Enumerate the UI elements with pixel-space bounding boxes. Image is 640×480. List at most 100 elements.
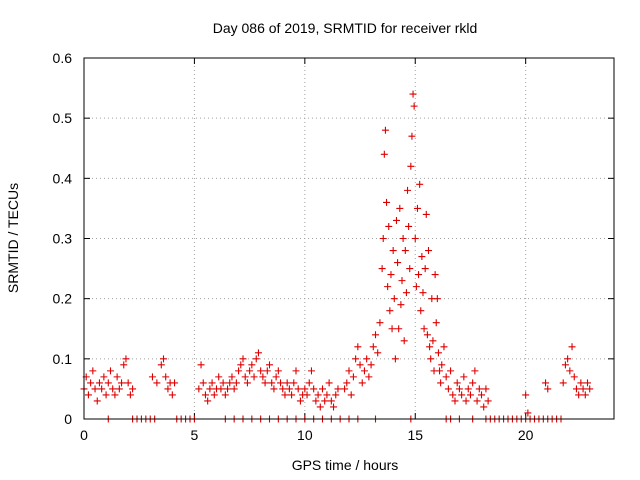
data-point — [365, 373, 373, 381]
data-point — [410, 102, 418, 110]
data-point — [257, 367, 265, 375]
data-point — [310, 385, 318, 393]
data-point — [374, 349, 382, 357]
data-point — [305, 379, 313, 387]
data-point — [303, 391, 311, 399]
data-point — [343, 379, 351, 387]
data-point — [577, 379, 585, 387]
data-point — [334, 385, 342, 393]
data-point — [581, 391, 589, 399]
data-point — [455, 385, 463, 393]
data-point — [261, 379, 269, 387]
chart-title: Day 086 of 2019, SRMTID for receiver rkl… — [213, 20, 478, 36]
data-point — [406, 265, 414, 273]
axis-ticks: 0 5 10 15 20 0 0.1 0.2 0.3 0.4 0.5 0.6 — [53, 50, 614, 443]
data-point — [409, 90, 417, 98]
data-point — [561, 361, 569, 369]
data-point — [124, 379, 132, 387]
plot-frame — [83, 57, 615, 420]
data-point — [254, 349, 262, 357]
data-point — [164, 385, 172, 393]
data-point — [369, 343, 377, 351]
data-point — [417, 307, 425, 315]
data-point — [469, 379, 477, 387]
data-point — [423, 331, 431, 339]
data-point — [458, 391, 466, 399]
data-point — [268, 379, 276, 387]
data-point — [129, 385, 137, 393]
x-tick-label: 0 — [80, 427, 88, 443]
data-point — [160, 355, 167, 363]
data-point — [464, 385, 472, 393]
data-point — [323, 391, 331, 399]
data-point — [422, 210, 430, 218]
data-point — [524, 409, 532, 417]
y-tick-label: 0 — [64, 411, 72, 427]
data-point — [285, 385, 293, 393]
data-point — [400, 337, 408, 345]
data-point — [404, 186, 412, 194]
data-point — [327, 397, 335, 405]
data-point — [425, 247, 432, 255]
data-point — [363, 355, 371, 363]
data-point — [522, 391, 530, 399]
data-point — [416, 180, 424, 188]
data-point — [542, 379, 550, 387]
data-point — [396, 204, 404, 212]
data-point — [584, 379, 591, 387]
data-point — [586, 385, 594, 393]
data-point — [204, 397, 212, 405]
data-point — [115, 385, 123, 393]
data-point — [98, 385, 106, 393]
data-point — [171, 379, 179, 387]
data-point — [372, 331, 379, 339]
data-point — [316, 403, 324, 411]
data-point — [153, 379, 161, 387]
data-point — [250, 373, 258, 381]
data-point — [564, 355, 572, 363]
data-point — [438, 361, 446, 369]
data-point — [104, 379, 112, 387]
data-point — [429, 337, 437, 345]
data-point — [559, 379, 567, 387]
data-point — [272, 373, 280, 381]
data-point — [100, 373, 108, 381]
data-point — [570, 373, 578, 381]
data-point — [319, 385, 326, 393]
data-point — [447, 367, 455, 375]
data-point — [237, 361, 245, 369]
y-axis-label: SRMTID / TECUs — [5, 183, 21, 293]
data-point — [392, 216, 400, 224]
data-point — [325, 379, 333, 387]
x-tick-label: 10 — [297, 427, 313, 443]
data-point — [411, 235, 419, 242]
data-point — [389, 247, 397, 255]
data-point — [408, 132, 416, 140]
data-point — [466, 391, 474, 399]
data-point — [224, 385, 232, 393]
data-point — [252, 355, 260, 363]
data-point — [168, 391, 176, 399]
data-point — [248, 361, 256, 369]
data-point — [307, 367, 315, 375]
data-point — [270, 385, 278, 393]
data-point — [419, 289, 427, 297]
data-point — [405, 222, 413, 230]
data-point — [544, 385, 552, 393]
data-point — [390, 295, 398, 303]
data-point — [385, 222, 393, 230]
data-point — [148, 373, 156, 381]
data-point — [241, 373, 249, 381]
data-point — [122, 355, 130, 363]
data-point — [376, 319, 384, 327]
data-point — [388, 325, 396, 333]
data-point — [471, 367, 479, 375]
data-points — [80, 90, 594, 423]
data-point — [440, 343, 448, 351]
data-point — [399, 235, 407, 242]
data-point — [420, 325, 428, 333]
data-point — [433, 295, 441, 303]
data-point — [444, 385, 452, 393]
data-point — [451, 397, 459, 405]
